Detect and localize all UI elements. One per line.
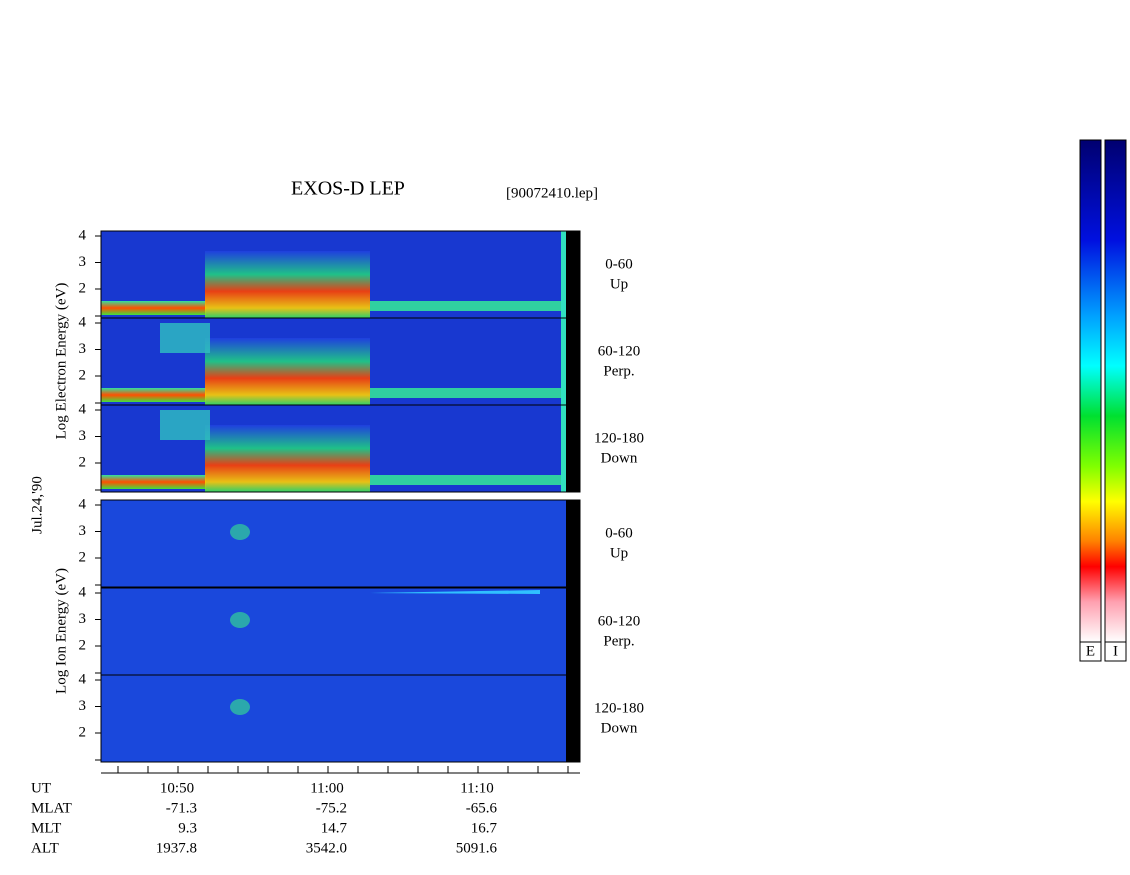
spectrogram-burst [205, 251, 370, 318]
pitch-angle: 0-60 [605, 256, 633, 272]
y-tick-label: 4 [79, 401, 87, 417]
spectrogram [101, 588, 566, 675]
spectrogram-gap [566, 588, 580, 675]
spectrogram-edge [561, 405, 566, 492]
y-axis-label: Log Ion Energy (eV) [53, 568, 69, 694]
y-tick-label: 3 [79, 523, 87, 539]
colorbar-label-box [1104, 641, 1127, 662]
panel-frame [100, 404, 581, 493]
spectrogram-blob [230, 699, 250, 715]
spectrogram-gap [566, 231, 580, 318]
y-tick-label: 2 [79, 454, 87, 470]
direction: Down [601, 450, 638, 466]
y-tick-label: 3 [79, 341, 87, 357]
colorbar-label: E [1086, 643, 1095, 659]
y-tick-label: 4 [79, 671, 87, 687]
y-tick-label: 2 [79, 637, 87, 653]
spectrogram-burst [205, 425, 370, 492]
direction: Down [601, 720, 638, 736]
spectrogram-gap [566, 405, 580, 492]
pitch-angle: 60-120 [598, 613, 641, 629]
spectrogram-edge [561, 318, 566, 405]
y-tick-label: 4 [79, 496, 87, 512]
spectrogram-gap [566, 318, 580, 405]
direction: Up [610, 276, 628, 292]
date: Jul.24,'90 [29, 476, 45, 534]
spectrogram-blob [230, 524, 250, 540]
orbit-value: 3542.0 [306, 840, 347, 856]
pitch-angle: 120-180 [594, 700, 644, 716]
spectrogram-edge [561, 231, 566, 318]
time-label: 10:50 [160, 780, 194, 796]
orbit-value: 1937.8 [156, 840, 197, 856]
time-label: 11:10 [460, 780, 494, 796]
y-tick-label: 2 [79, 280, 87, 296]
direction: Perp. [603, 633, 634, 649]
direction: Perp. [603, 363, 634, 379]
spectrogram-band [370, 301, 565, 311]
colorbar-label-box [1079, 641, 1102, 662]
y-tick-label: 4 [79, 314, 87, 330]
row-label: UT [31, 780, 51, 796]
time-label: 11:00 [310, 780, 344, 796]
title: EXOS-D LEP [291, 178, 405, 200]
row-label: MLAT [31, 800, 72, 816]
orbit-value: 14.7 [321, 820, 348, 836]
orbit-value: -71.3 [166, 800, 197, 816]
spectrogram-band [101, 388, 206, 402]
orbit-value: 16.7 [471, 820, 498, 836]
orbit-value: -75.2 [316, 800, 347, 816]
spectrogram-streak [370, 590, 540, 594]
panel-frame [100, 499, 581, 588]
colorbar-label: I [1113, 643, 1118, 659]
spectrogram [101, 500, 566, 587]
spectrogram-band [370, 388, 565, 398]
y-tick-label: 2 [79, 367, 87, 383]
spectrogram-band [101, 301, 206, 315]
spectrogram-gap [566, 675, 580, 762]
y-tick-label: 2 [79, 549, 87, 565]
orbit-value: 5091.6 [456, 840, 498, 856]
y-tick-label: 3 [79, 428, 87, 444]
y-axis-label: Log Electron Energy (eV) [53, 283, 69, 440]
orbit-value: -65.6 [466, 800, 498, 816]
pitch-angle: 120-180 [594, 430, 644, 446]
spectrogram-band [370, 475, 565, 485]
pitch-angle: 60-120 [598, 343, 641, 359]
row-label: ALT [31, 840, 59, 856]
orbit-value: 9.3 [178, 820, 197, 836]
y-tick-label: 3 [79, 698, 87, 714]
pitch-angle: 0-60 [605, 525, 633, 541]
spectrogram-gap [566, 500, 580, 587]
spectrogram-cloud [160, 323, 210, 353]
y-tick-label: 4 [79, 227, 87, 243]
spectrogram [101, 675, 566, 762]
colorbar [1079, 139, 1102, 643]
panel-frame [100, 674, 581, 763]
spectrogram-cloud [160, 410, 210, 440]
row-label: MLT [31, 820, 61, 836]
spectrogram-band [101, 475, 206, 489]
file-name: [90072410.lep] [506, 185, 598, 201]
direction: Up [610, 545, 628, 561]
spectrogram-blob [230, 612, 250, 628]
y-tick-label: 4 [79, 584, 87, 600]
colorbar [1104, 139, 1127, 643]
y-tick-label: 2 [79, 724, 87, 740]
y-tick-label: 3 [79, 611, 87, 627]
y-tick-label: 3 [79, 254, 87, 270]
spectrogram-burst [205, 338, 370, 405]
